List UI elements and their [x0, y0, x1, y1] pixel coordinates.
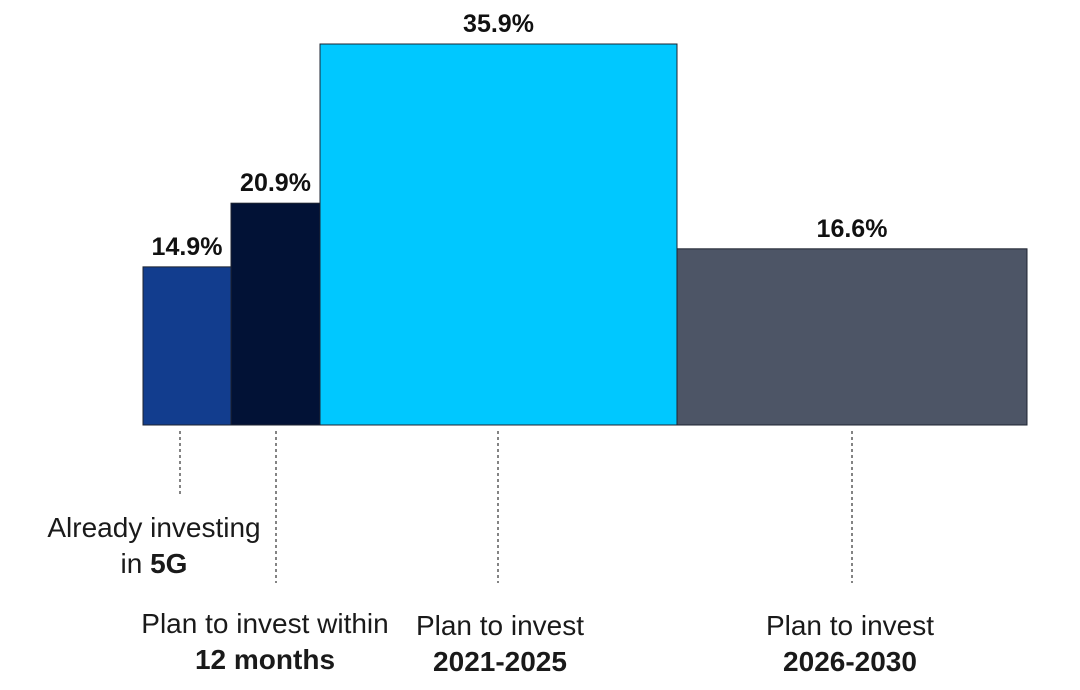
bar-2021-2025: [319, 43, 678, 426]
bar-2026-2030: [676, 248, 1028, 426]
value-label-2021-2025: 35.9%: [463, 10, 534, 38]
category-label-2026-2030: Plan to invest 2026-2030: [765, 610, 935, 677]
category-label-within-12-months: Plan to invest within 12 months: [141, 608, 389, 675]
value-label-2026-2030: 16.6%: [817, 215, 888, 243]
bar-already-investing: [142, 266, 232, 426]
category-label-2021-2025: Plan to invest 2021-2025: [415, 610, 585, 677]
bar-within-12-months: [230, 202, 321, 426]
value-label-within-12-months: 20.9%: [240, 169, 311, 197]
category-label-already-investing: Already investing in 5G: [47, 512, 261, 579]
value-label-already-investing: 14.9%: [152, 233, 223, 261]
